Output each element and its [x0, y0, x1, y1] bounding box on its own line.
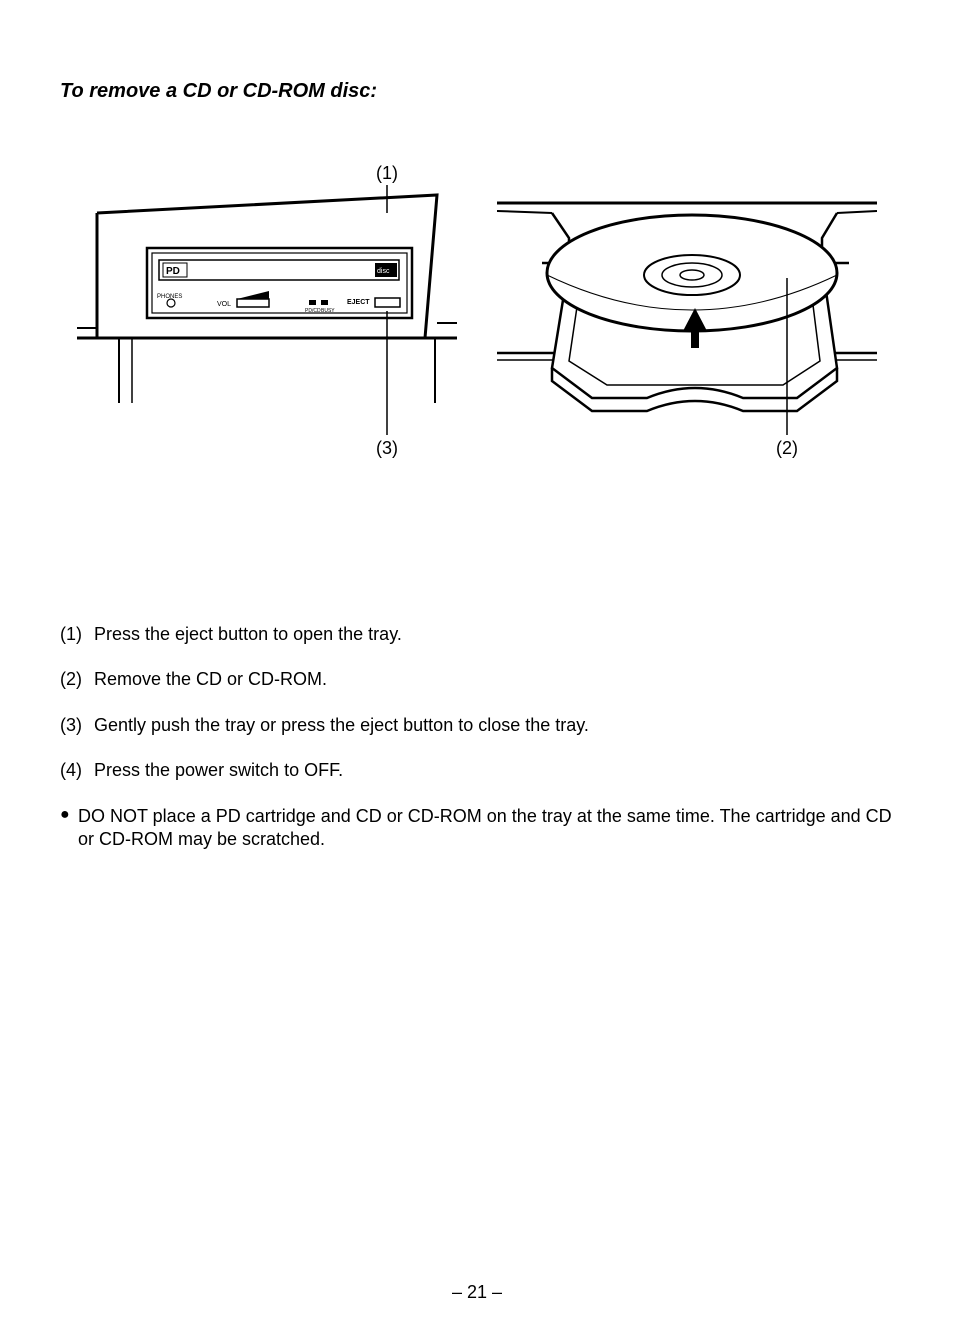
step-4-text: Press the power switch to OFF. — [94, 759, 894, 782]
step-1-num: (1) — [60, 623, 94, 646]
callout-2-label: (2) — [767, 438, 807, 459]
step-1: (1) Press the eject button to open the t… — [60, 623, 894, 646]
vol-label: VOL — [217, 301, 231, 308]
callout-3-label: (3) — [367, 438, 407, 459]
warning-text: DO NOT place a PD cartridge and CD or CD… — [78, 805, 894, 852]
callout-1-label: (1) — [367, 163, 407, 184]
step-4-num: (4) — [60, 759, 94, 782]
step-1-text: Press the eject button to open the tray. — [94, 623, 894, 646]
step-2: (2) Remove the CD or CD-ROM. — [60, 668, 894, 691]
figure-tray-disc: (2) — [497, 163, 877, 463]
bullet-icon: ● — [60, 805, 78, 852]
step-4: (4) Press the power switch to OFF. — [60, 759, 894, 782]
eject-label: EJECT — [347, 299, 370, 306]
step-3-num: (3) — [60, 714, 94, 737]
step-3-text: Gently push the tray or press the eject … — [94, 714, 894, 737]
phones-label: PHONES — [157, 294, 182, 300]
figure-drive-front: (1) (3) — [77, 163, 457, 463]
pd-label: PD — [166, 266, 180, 277]
page: To remove a CD or CD-ROM disc: (1) (3) — [0, 0, 954, 1343]
page-number: – 21 – — [0, 1282, 954, 1303]
drive-front-svg: PD disc PHONES VOL PD/CD BUSY EJECT — [77, 163, 457, 463]
step-2-num: (2) — [60, 668, 94, 691]
tray-svg — [497, 163, 877, 463]
step-2-text: Remove the CD or CD-ROM. — [94, 668, 894, 691]
steps-list: (1) Press the eject button to open the t… — [60, 623, 894, 851]
pdcd-label: PD/CD — [305, 308, 321, 314]
disc-label: disc — [377, 268, 390, 275]
figures-row: (1) (3) — [60, 163, 894, 463]
page-title: To remove a CD or CD-ROM disc: — [60, 80, 894, 103]
busy-label: BUSY — [321, 308, 335, 314]
step-3: (3) Gently push the tray or press the ej… — [60, 714, 894, 737]
warning-note: ● DO NOT place a PD cartridge and CD or … — [60, 805, 894, 852]
